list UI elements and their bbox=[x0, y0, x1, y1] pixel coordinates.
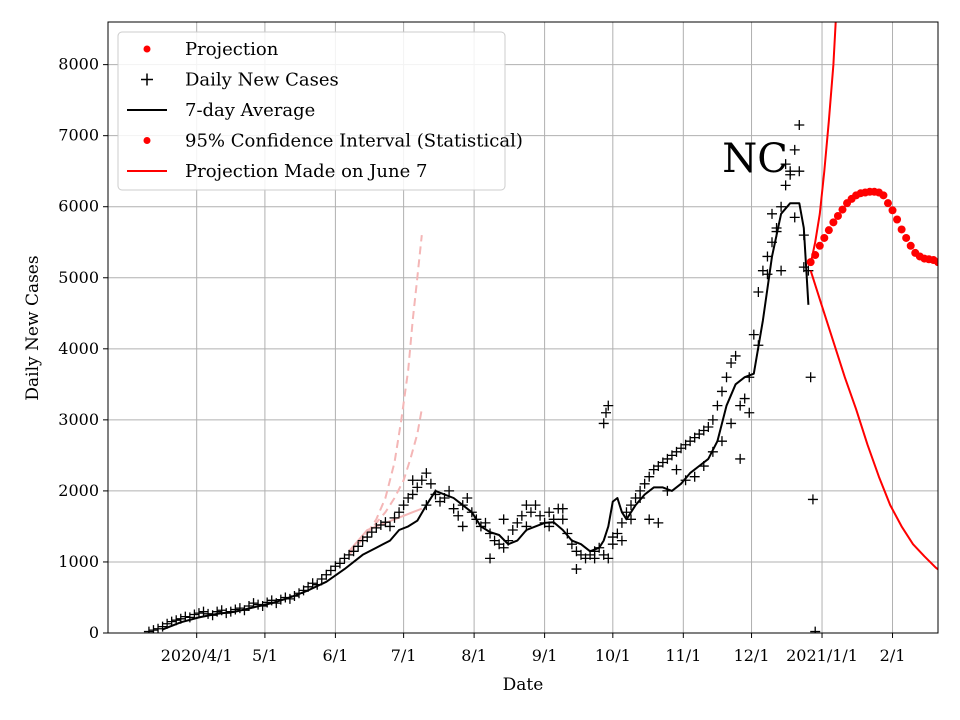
legend-label: Daily New Cases bbox=[185, 70, 339, 91]
y-tick-label: 5000 bbox=[58, 268, 99, 287]
x-tick-label: 2020/4/1 bbox=[161, 646, 233, 665]
projection-point bbox=[907, 242, 915, 250]
x-tick-label: 11/1 bbox=[665, 646, 701, 665]
x-tick-label: 8/1 bbox=[461, 646, 487, 665]
x-tick-label: 2/1 bbox=[880, 646, 906, 665]
x-tick-label: 2021/1/1 bbox=[786, 646, 858, 665]
projection-point bbox=[811, 251, 819, 259]
y-tick-label: 6000 bbox=[58, 197, 99, 216]
x-tick-label: 12/1 bbox=[734, 646, 770, 665]
x-tick-label: 7/1 bbox=[391, 646, 417, 665]
y-tick-label: 3000 bbox=[58, 410, 99, 429]
legend: Projection Daily New Cases 7-day Average 95… bbox=[118, 32, 523, 190]
x-axis-label: Date bbox=[503, 675, 544, 695]
y-tick-label: 2000 bbox=[58, 481, 99, 500]
y-tick-label: 7000 bbox=[58, 126, 99, 145]
legend-marker-dot bbox=[144, 46, 151, 53]
projection-point bbox=[825, 226, 833, 234]
x-tick-label: 5/1 bbox=[252, 646, 278, 665]
y-tick-label: 0 bbox=[89, 623, 99, 642]
state-annotation: NC bbox=[722, 136, 788, 182]
y-tick-label: 8000 bbox=[58, 55, 99, 74]
projection-point bbox=[820, 234, 828, 242]
legend-label: 95% Confidence Interval (Statistical) bbox=[185, 131, 523, 152]
x-tick-label: 9/1 bbox=[532, 646, 558, 665]
legend-label: 7-day Average bbox=[185, 100, 315, 121]
y-tick-label: 1000 bbox=[58, 552, 99, 571]
projection-point bbox=[898, 225, 906, 233]
projection-point bbox=[902, 234, 910, 242]
projection-point bbox=[807, 258, 815, 266]
projection-point bbox=[893, 216, 901, 224]
legend-label: Projection Made on June 7 bbox=[185, 161, 427, 182]
projection-point bbox=[816, 242, 824, 250]
x-tick-label: 10/1 bbox=[595, 646, 631, 665]
x-tick-label: 6/1 bbox=[323, 646, 349, 665]
y-tick-label: 4000 bbox=[58, 339, 99, 358]
projection-point bbox=[879, 191, 887, 199]
legend-marker-dot bbox=[144, 137, 151, 144]
legend-label: Projection bbox=[185, 39, 279, 60]
chart: 2020/4/1 5/1 6/1 7/1 8/1 9/1 10/1 11/1 12/1 2021/… bbox=[0, 0, 960, 720]
projection-point bbox=[889, 206, 897, 214]
projection-point bbox=[884, 199, 892, 207]
y-axis-label: Daily New Cases bbox=[23, 255, 43, 400]
legend-item-ci: 95% Confidence Interval (Statistical) bbox=[144, 131, 523, 152]
